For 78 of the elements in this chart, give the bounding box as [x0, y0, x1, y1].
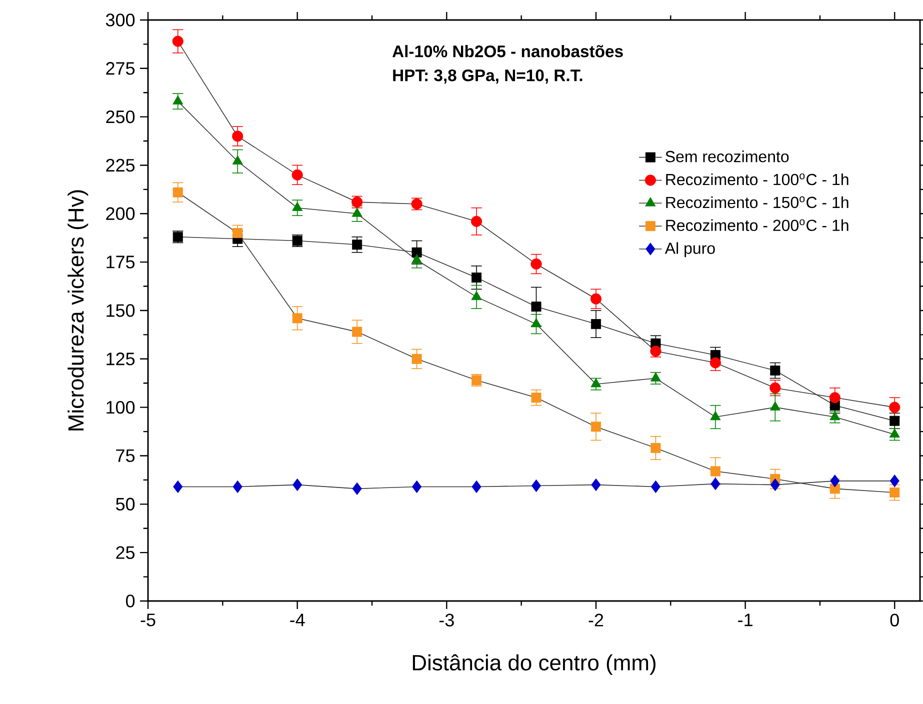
point [352, 326, 362, 337]
x-tick-label: 0 [890, 614, 899, 626]
point [292, 313, 302, 324]
point [590, 293, 602, 304]
point [710, 357, 721, 368]
legend-label: Sem recozimento [666, 150, 789, 162]
point [830, 474, 840, 488]
point [531, 302, 542, 312]
point [650, 372, 661, 382]
y-tick-label: 300 [106, 14, 135, 26]
y-tick-label: 275 [106, 62, 135, 75]
y-axis-title: Microdureza vickers (Hv) [68, 190, 88, 430]
point [471, 290, 482, 300]
point [232, 228, 243, 238]
point [889, 428, 900, 438]
y-tick-label: 125 [106, 352, 135, 366]
point [531, 392, 542, 403]
point [232, 155, 243, 165]
point [472, 272, 482, 283]
point [890, 488, 900, 498]
point [770, 382, 781, 394]
x-tick-label: -3 [439, 614, 454, 626]
point [770, 478, 780, 492]
point [531, 479, 542, 492]
y-tick-label: 25 [116, 546, 135, 559]
point [710, 478, 720, 490]
annotation: Al-10% Nb2O5 - nanobastões [392, 45, 623, 58]
y-tick-label: 150 [106, 304, 135, 317]
point [412, 354, 422, 364]
y-tick-label: 100 [106, 400, 135, 414]
point [470, 216, 482, 227]
legend-label: Recozimento - 100$^{o}$C - 1h [666, 173, 848, 186]
point [829, 392, 840, 404]
point [412, 480, 422, 494]
y-tick-label: 225 [106, 158, 135, 172]
point [530, 258, 542, 270]
point [650, 443, 661, 454]
point [591, 478, 601, 492]
y-tick-label: 175 [106, 256, 135, 268]
point [590, 378, 602, 388]
point [173, 480, 183, 494]
point [530, 318, 542, 328]
point [232, 130, 244, 142]
y-tick-label: 200 [106, 207, 135, 220]
point [590, 319, 601, 330]
y-tick-label: 250 [106, 110, 135, 124]
x-tick-label: -2 [588, 614, 604, 626]
point [650, 480, 661, 494]
y-tick-label: 0 [126, 594, 135, 608]
point [890, 474, 900, 488]
point [830, 410, 840, 420]
x-tick-label: -4 [290, 614, 305, 626]
legend-label: Al puro [664, 242, 715, 258]
point [472, 480, 482, 494]
point [292, 169, 303, 180]
annotation: HPT: 3,8 GPa, N=10, R.T. [393, 69, 582, 84]
point [292, 478, 302, 492]
legend-label: Recozimento - 150$^{o}$C - 1h [666, 196, 848, 208]
point [710, 466, 720, 476]
y-tick-label: 75 [116, 449, 135, 462]
legend-label: Recozimento - 200$^{o}$C - 1h [666, 219, 848, 232]
point [590, 422, 601, 432]
y-tick-label: 50 [116, 498, 135, 511]
point [770, 401, 780, 410]
point [412, 247, 422, 258]
point [889, 402, 900, 413]
point [352, 482, 362, 496]
x-axis-title: Distância do centro (mm) [412, 654, 656, 675]
point [770, 366, 780, 376]
point [352, 240, 362, 250]
point [232, 480, 242, 494]
point [172, 187, 183, 198]
point [710, 410, 721, 420]
x-tick-label: -1 [738, 614, 752, 626]
point [830, 484, 840, 494]
point [172, 36, 184, 47]
point [890, 416, 900, 426]
x-tick-label: -5 [140, 614, 156, 626]
